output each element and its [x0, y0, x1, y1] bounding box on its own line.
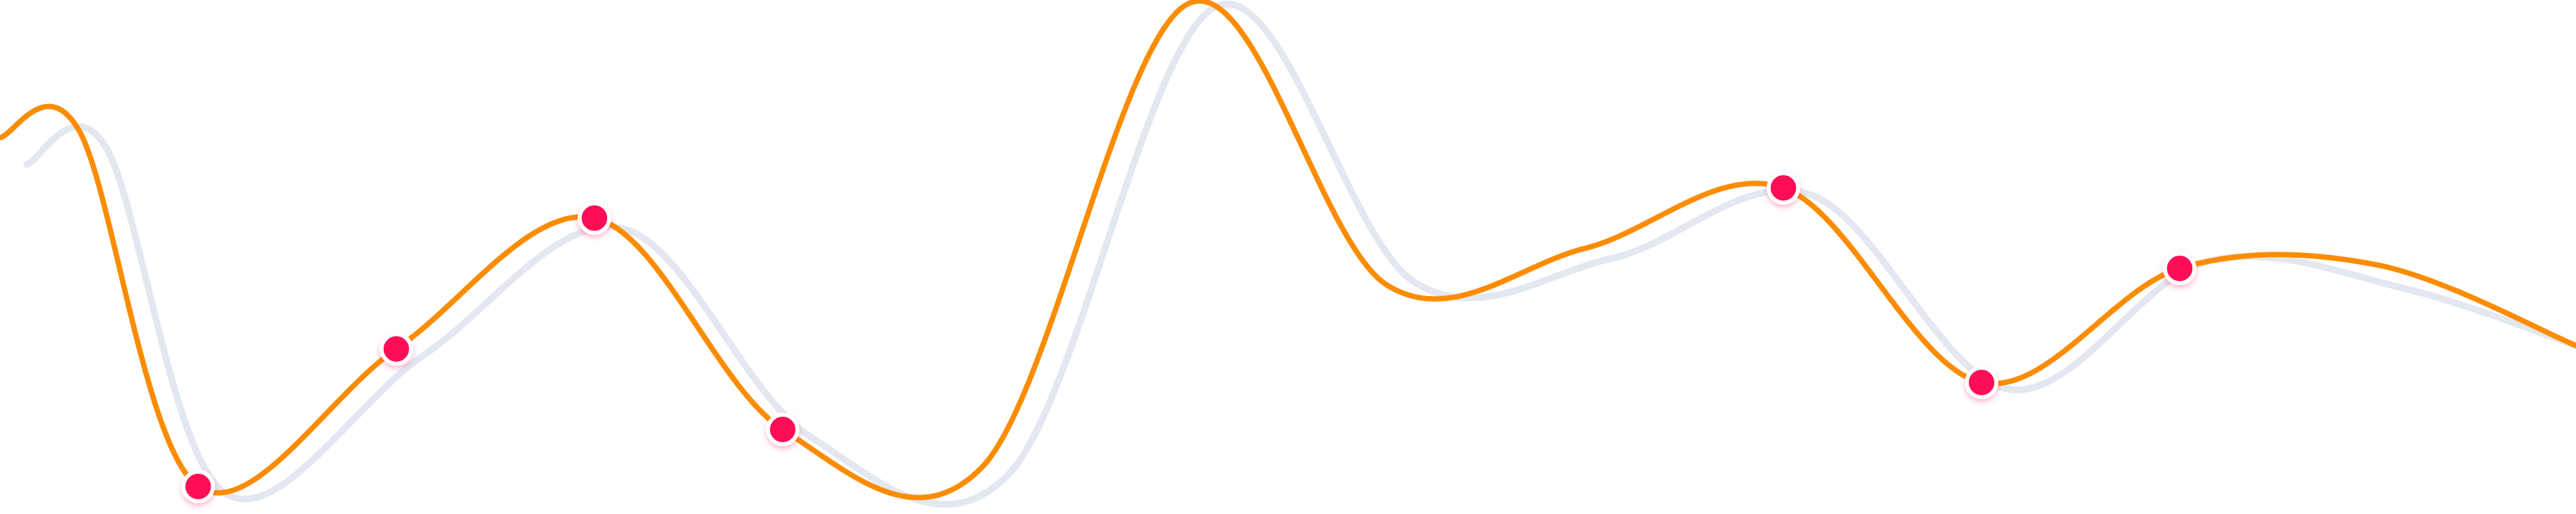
- shadow-series-line: [23, 1, 2576, 508]
- data-point-2: [379, 332, 413, 366]
- data-point-4: [765, 413, 800, 446]
- data-point-1: [181, 470, 215, 503]
- data-point-5: [1766, 171, 1801, 205]
- data-point-3: [578, 201, 612, 235]
- data-point-7: [2163, 252, 2197, 285]
- marker-layer: [181, 171, 2197, 503]
- data-point-6: [1964, 366, 1998, 399]
- primary-series-line: [0, 0, 2576, 501]
